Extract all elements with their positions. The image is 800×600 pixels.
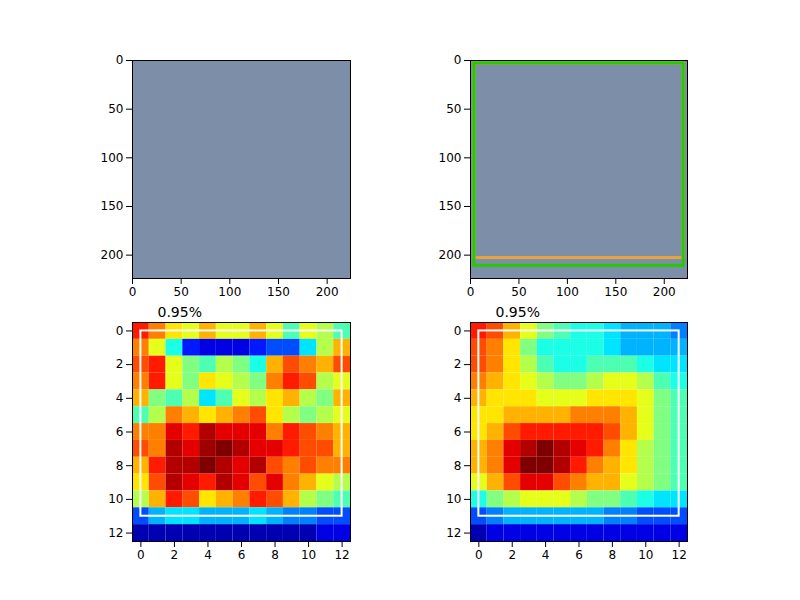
svg-text:200: 200 [316,285,339,299]
svg-text:0: 0 [129,285,137,299]
svg-text:2: 2 [454,357,462,371]
svg-text:2: 2 [508,548,516,562]
svg-text:10: 10 [446,492,461,506]
svg-text:8: 8 [271,548,279,562]
svg-text:0: 0 [467,285,475,299]
svg-text:6: 6 [116,425,124,439]
svg-text:10: 10 [638,548,653,562]
svg-text:8: 8 [116,459,124,473]
svg-text:50: 50 [174,285,189,299]
svg-text:0.95%: 0.95% [496,304,540,320]
svg-text:0: 0 [475,548,483,562]
svg-text:100: 100 [101,151,124,165]
svg-text:2: 2 [171,548,179,562]
svg-text:10: 10 [108,492,123,506]
svg-text:6: 6 [454,425,462,439]
svg-text:200: 200 [653,285,676,299]
svg-text:200: 200 [439,248,462,262]
svg-text:12: 12 [108,526,123,540]
svg-text:0: 0 [137,548,145,562]
svg-text:150: 150 [604,285,627,299]
svg-text:100: 100 [556,285,579,299]
svg-text:12: 12 [672,548,687,562]
svg-text:4: 4 [542,548,550,562]
svg-text:6: 6 [238,548,246,562]
svg-text:50: 50 [511,285,526,299]
svg-text:12: 12 [446,526,461,540]
svg-text:150: 150 [101,199,124,213]
svg-text:200: 200 [101,248,124,262]
svg-text:100: 100 [439,151,462,165]
svg-text:50: 50 [108,102,123,116]
svg-text:150: 150 [267,285,290,299]
svg-text:0: 0 [116,324,124,338]
svg-text:10: 10 [301,548,316,562]
svg-text:100: 100 [218,285,241,299]
svg-text:4: 4 [454,391,462,405]
svg-text:6: 6 [575,548,583,562]
svg-text:2: 2 [116,357,124,371]
svg-text:0: 0 [454,324,462,338]
svg-text:4: 4 [204,548,212,562]
svg-text:0: 0 [116,53,124,67]
svg-text:50: 50 [446,102,461,116]
svg-text:8: 8 [454,459,462,473]
svg-text:12: 12 [334,548,349,562]
svg-text:0.95%: 0.95% [158,304,202,320]
svg-text:150: 150 [439,199,462,213]
svg-text:8: 8 [609,548,617,562]
svg-text:4: 4 [116,391,124,405]
svg-text:0: 0 [454,53,462,67]
